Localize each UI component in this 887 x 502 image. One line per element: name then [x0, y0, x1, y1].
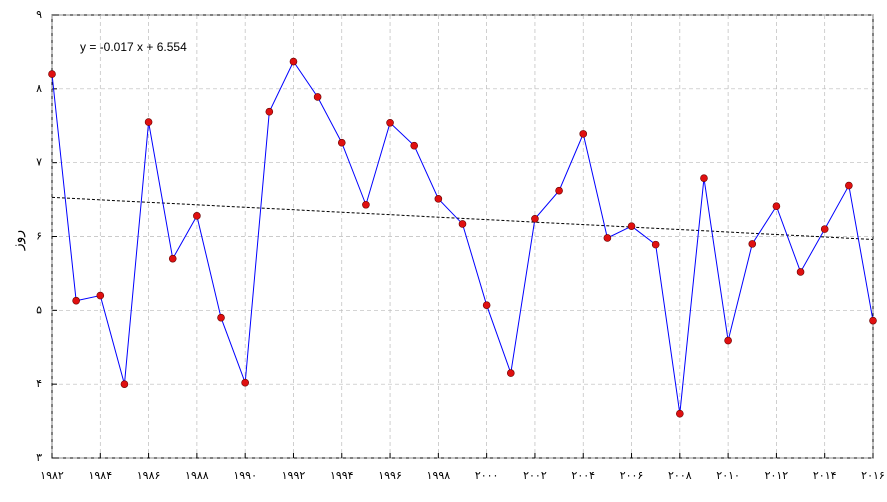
x-tick-label: ۲۰۰۲ — [523, 469, 547, 482]
data-point — [72, 296, 80, 305]
data-point — [748, 240, 757, 248]
data-point — [458, 220, 467, 228]
x-tick-label: ۲۰۱۶ — [861, 469, 885, 482]
data-point — [120, 380, 129, 388]
data-point — [700, 174, 708, 182]
data-point — [482, 301, 491, 309]
x-tick-label: ۱۹۹۲ — [282, 469, 306, 482]
data-point — [724, 336, 732, 345]
x-tick-label: ۱۹۸۶ — [137, 469, 161, 482]
data-point — [313, 93, 322, 101]
data-point — [96, 291, 105, 300]
data-point — [651, 240, 660, 249]
data-point — [845, 181, 853, 190]
data-point — [144, 118, 153, 126]
data-point — [217, 313, 225, 322]
x-tick-label: ۲۰۱۲ — [765, 469, 789, 482]
data-point — [362, 200, 370, 209]
x-tick-label: ۱۹۹۰ — [233, 469, 257, 482]
y-tick-label: ۶ — [36, 230, 42, 243]
data-point — [48, 70, 56, 78]
data-point — [265, 107, 274, 116]
x-tick-label: ۲۰۰۰ — [475, 469, 499, 482]
data-point — [627, 222, 636, 230]
y-tick-label: ۷ — [36, 156, 42, 169]
x-tick-label: ۲۰۰۴ — [571, 469, 595, 482]
data-point — [579, 130, 588, 138]
data-point — [434, 195, 443, 203]
equation: y = -0.017 x + 6.554 — [80, 40, 187, 54]
x-tick-label: ۱۹۸۸ — [185, 469, 209, 482]
data-point — [820, 225, 829, 233]
data-point — [168, 254, 177, 263]
data-point — [410, 141, 419, 150]
y-axis-label: روز — [10, 230, 26, 251]
data-point — [603, 234, 612, 242]
data-point — [676, 409, 684, 418]
x-tick-label: ۲۰۰۶ — [620, 469, 644, 482]
data-point — [241, 378, 249, 387]
x-tick-label: ۱۹۸۴ — [88, 469, 112, 482]
data-point — [869, 316, 877, 325]
x-tick-label: ۱۹۹۶ — [378, 469, 402, 482]
y-tick-label: ۳ — [36, 451, 42, 464]
data-point — [386, 118, 394, 127]
data-point — [337, 138, 346, 147]
y-tick-label: ۴ — [36, 377, 42, 390]
y-tick-label: ۵ — [36, 303, 42, 316]
data-point — [193, 212, 201, 220]
x-tick-label: ۲۰۱۴ — [813, 469, 837, 482]
y-tick-label: ۸ — [36, 82, 42, 95]
data-point — [531, 214, 539, 223]
plot-frame — [51, 14, 874, 459]
data-point — [796, 268, 805, 276]
x-tick-label: ۲۰۰۸ — [668, 469, 692, 482]
x-tick-label: ۱۹۸۲ — [40, 469, 64, 482]
data-point — [555, 186, 563, 195]
x-tick-label: ۱۹۹۴ — [330, 469, 354, 482]
trend-line — [51, 196, 874, 240]
x-tick-label: ۱۹۹۸ — [427, 469, 451, 482]
y-tick-label: ۹ — [36, 8, 42, 21]
data-point — [772, 202, 781, 211]
data-point — [289, 57, 298, 66]
x-tick-label: ۲۰۱۰ — [716, 469, 740, 482]
data-point — [506, 369, 515, 377]
